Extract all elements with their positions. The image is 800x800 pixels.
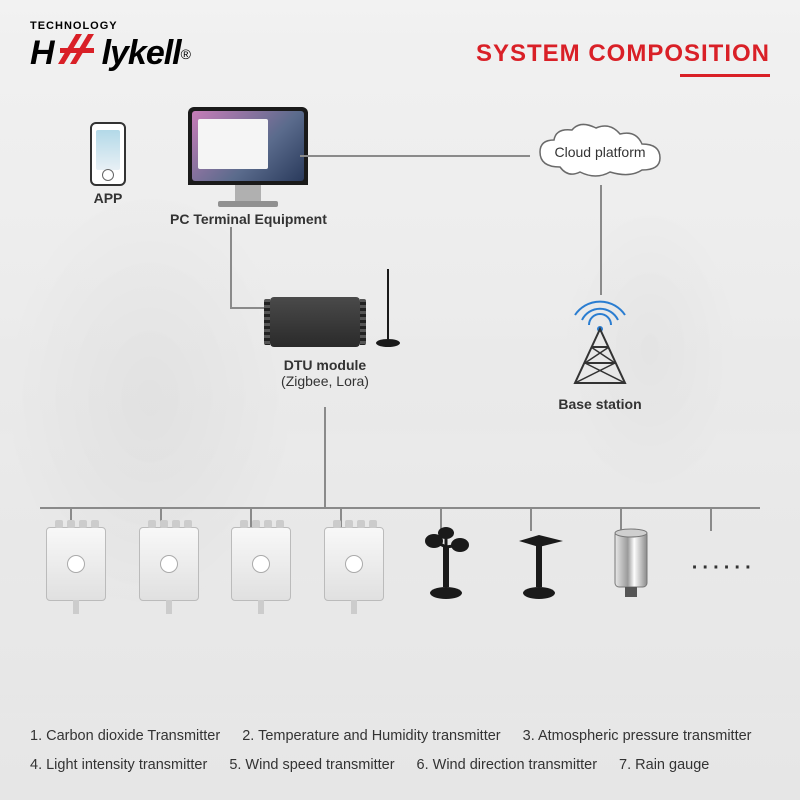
system-diagram: APP PC Terminal Equipment Cloud platform xyxy=(0,87,800,647)
node-cloud: Cloud platform xyxy=(530,122,670,182)
sensor-bus xyxy=(40,507,760,509)
sensor-light xyxy=(309,527,399,601)
sensor-co2 xyxy=(31,527,121,601)
antenna-icon xyxy=(376,269,400,347)
dtu-icon xyxy=(270,297,380,347)
content-root: TECHNOLOGY H lykell ® SYSTEM COMPOSITION xyxy=(0,0,800,800)
ellipsis-icon: ······ xyxy=(679,557,769,580)
legend-row-1: 1. Carbon dioxide Transmitter 2. Tempera… xyxy=(30,722,770,751)
sensor-row: ······ xyxy=(0,527,800,601)
title-underline xyxy=(680,74,770,77)
sensor-box-icon xyxy=(231,527,291,601)
legend-row-2: 4. Light intensity transmitter 5. Wind s… xyxy=(30,751,770,780)
cloud-icon: Cloud platform xyxy=(530,122,670,182)
anemometer-icon xyxy=(416,527,476,601)
legend-item: 3. Atmospheric pressure transmitter xyxy=(523,722,752,751)
header: TECHNOLOGY H lykell ® SYSTEM COMPOSITION xyxy=(0,0,800,87)
wind-vane-icon xyxy=(509,527,569,601)
node-app: APP xyxy=(90,122,126,206)
connector-cloud-base xyxy=(600,185,602,295)
node-pc: PC Terminal Equipment xyxy=(170,107,327,227)
technology-label: TECHNOLOGY xyxy=(30,20,191,32)
sensor-box-icon xyxy=(324,527,384,601)
logo-mark-icon xyxy=(58,34,98,73)
brand-prefix: H xyxy=(30,34,54,73)
sensor-box-icon xyxy=(139,527,199,601)
rain-gauge-icon xyxy=(601,527,661,601)
sensor-pressure xyxy=(216,527,306,601)
app-label: APP xyxy=(90,190,126,206)
legend-item: 4. Light intensity transmitter xyxy=(30,751,207,780)
legend-item: 2. Temperature and Humidity transmitter xyxy=(242,722,500,751)
legend-item: 7. Rain gauge xyxy=(619,751,709,780)
legend-item: 5. Wind speed transmitter xyxy=(229,751,394,780)
legend-item: 6. Wind direction transmitter xyxy=(417,751,598,780)
node-base-station: Base station xyxy=(555,287,645,412)
sensor-wind-speed xyxy=(401,527,491,601)
dtu-label-1: DTU module xyxy=(270,357,380,373)
connector-pc-dtu-v xyxy=(230,227,232,307)
title-block: SYSTEM COMPOSITION xyxy=(476,40,770,77)
brand-suffix: lykell xyxy=(102,34,181,73)
dtu-label-2: (Zigbee, Lora) xyxy=(270,373,380,389)
tower-icon xyxy=(555,287,645,392)
logo-row: H lykell ® xyxy=(30,34,191,73)
connector-dtu-bus xyxy=(324,407,326,507)
sensor-rain-gauge xyxy=(586,527,676,601)
pc-label: PC Terminal Equipment xyxy=(170,211,327,227)
connector-pc-cloud xyxy=(300,155,530,157)
cloud-label: Cloud platform xyxy=(554,144,645,160)
legend: 1. Carbon dioxide Transmitter 2. Tempera… xyxy=(30,722,770,780)
base-label: Base station xyxy=(555,396,645,412)
sensor-wind-direction xyxy=(494,527,584,601)
logo-block: TECHNOLOGY H lykell ® xyxy=(30,20,191,73)
legend-item: 1. Carbon dioxide Transmitter xyxy=(30,722,220,751)
sensor-temp-humidity xyxy=(124,527,214,601)
monitor-icon xyxy=(188,107,308,207)
smartphone-icon xyxy=(90,122,126,186)
registered-mark: ® xyxy=(181,46,191,62)
page-title: SYSTEM COMPOSITION xyxy=(476,40,770,68)
sensor-more: ······ xyxy=(679,527,769,601)
sensor-box-icon xyxy=(46,527,106,601)
node-dtu: DTU module (Zigbee, Lora) xyxy=(270,297,380,389)
